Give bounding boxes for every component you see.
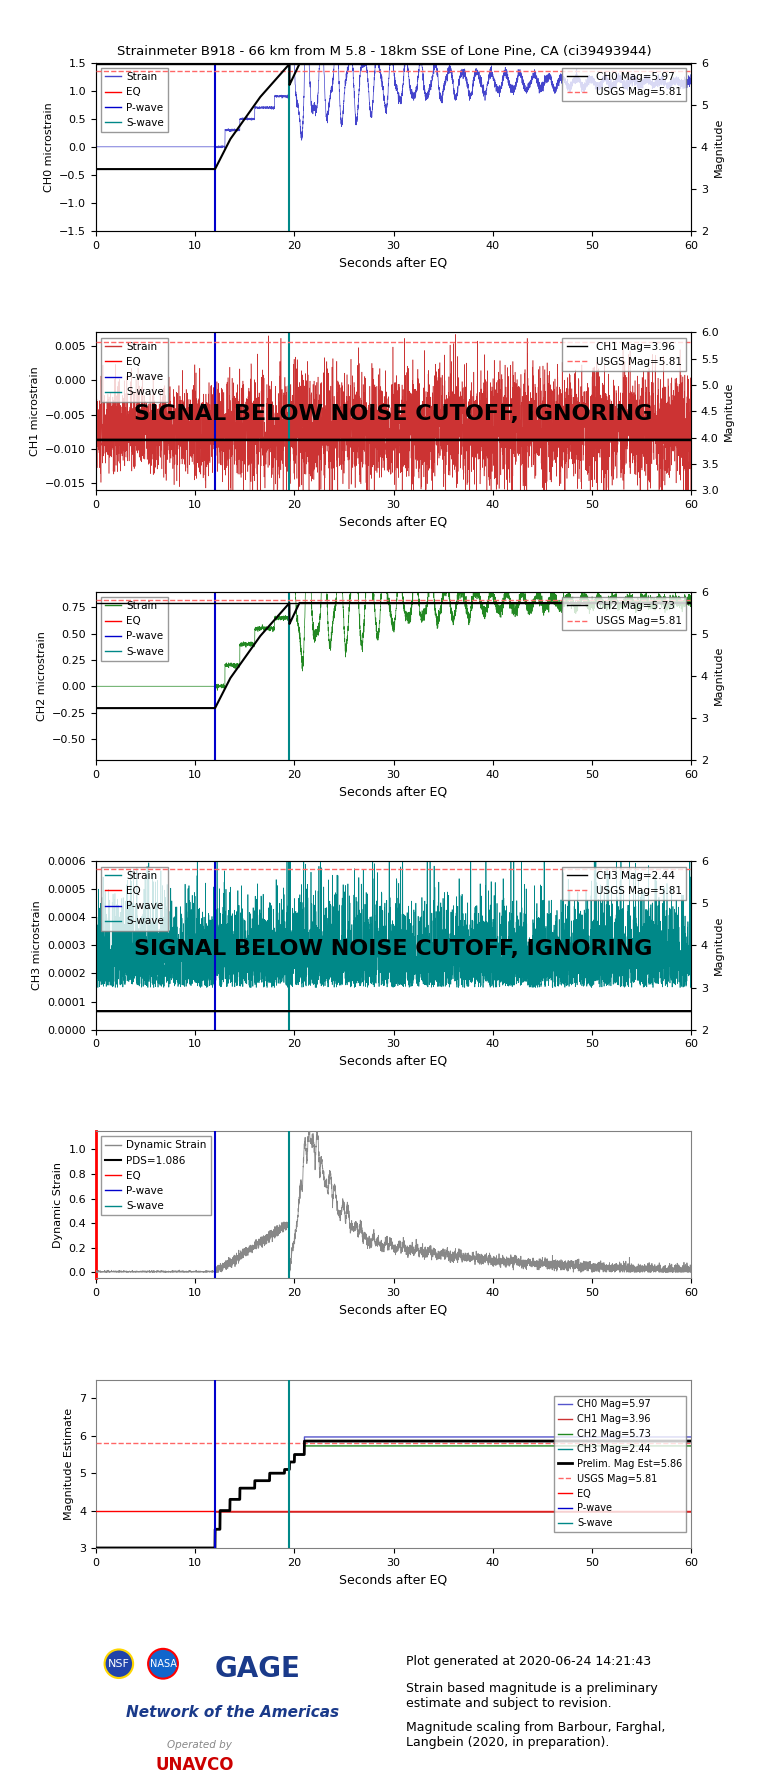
Y-axis label: Magnitude: Magnitude (713, 916, 723, 975)
Legend: CH1 Mag=3.96, USGS Mag=5.81: CH1 Mag=3.96, USGS Mag=5.81 (562, 337, 686, 371)
X-axis label: Seconds after EQ: Seconds after EQ (339, 785, 448, 797)
Text: Operated by: Operated by (167, 1740, 232, 1749)
Y-axis label: Magnitude: Magnitude (724, 382, 734, 441)
Text: GAGE: GAGE (215, 1656, 301, 1683)
Legend: Dynamic Strain, PDS=1.086, EQ, P-wave, S-wave: Dynamic Strain, PDS=1.086, EQ, P-wave, S… (101, 1136, 210, 1215)
X-axis label: Seconds after EQ: Seconds after EQ (339, 1303, 448, 1317)
Legend: Strain, EQ, P-wave, S-wave: Strain, EQ, P-wave, S-wave (101, 337, 168, 401)
X-axis label: Seconds after EQ: Seconds after EQ (339, 256, 448, 269)
Text: SIGNAL BELOW NOISE CUTOFF, IGNORING: SIGNAL BELOW NOISE CUTOFF, IGNORING (134, 405, 653, 425)
Text: SIGNAL BELOW NOISE CUTOFF, IGNORING: SIGNAL BELOW NOISE CUTOFF, IGNORING (134, 939, 653, 959)
Y-axis label: CH0 microstrain: CH0 microstrain (44, 102, 54, 192)
Y-axis label: Dynamic Strain: Dynamic Strain (53, 1161, 63, 1247)
Text: Plot generated at 2020-06-24 14:21:43: Plot generated at 2020-06-24 14:21:43 (406, 1656, 650, 1668)
Text: Strainmeter B918 - 66 km from M 5.8 - 18km SSE of Lone Pine, CA (ci39493944): Strainmeter B918 - 66 km from M 5.8 - 18… (117, 45, 651, 57)
Text: Network of the Americas: Network of the Americas (126, 1704, 339, 1720)
X-axis label: Seconds after EQ: Seconds after EQ (339, 516, 448, 529)
Legend: CH2 Mag=5.73, USGS Mag=5.81: CH2 Mag=5.73, USGS Mag=5.81 (562, 597, 686, 631)
Text: Strain based magnitude is a preliminary
estimate and subject to revision.: Strain based magnitude is a preliminary … (406, 1683, 657, 1710)
Text: UNAVCO: UNAVCO (155, 1756, 234, 1774)
Legend: CH0 Mag=5.97, USGS Mag=5.81: CH0 Mag=5.97, USGS Mag=5.81 (562, 68, 686, 102)
Y-axis label: CH1 microstrain: CH1 microstrain (30, 366, 40, 457)
X-axis label: Seconds after EQ: Seconds after EQ (339, 1055, 448, 1068)
Text: Magnitude scaling from Barbour, Farghal,
Langbein (2020, in preparation).: Magnitude scaling from Barbour, Farghal,… (406, 1720, 665, 1749)
Y-axis label: Magnitude Estimate: Magnitude Estimate (64, 1409, 74, 1520)
Legend: Strain, EQ, P-wave, S-wave: Strain, EQ, P-wave, S-wave (101, 597, 168, 661)
Legend: Strain, EQ, P-wave, S-wave: Strain, EQ, P-wave, S-wave (101, 68, 168, 133)
Legend: CH0 Mag=5.97, CH1 Mag=3.96, CH2 Mag=5.73, CH3 Mag=2.44, Prelim. Mag Est=5.86, US: CH0 Mag=5.97, CH1 Mag=3.96, CH2 Mag=5.73… (554, 1396, 687, 1532)
Text: NSF: NSF (108, 1659, 130, 1668)
Y-axis label: CH3 microstrain: CH3 microstrain (32, 901, 42, 991)
Y-axis label: CH2 microstrain: CH2 microstrain (37, 631, 47, 720)
X-axis label: Seconds after EQ: Seconds after EQ (339, 1573, 448, 1586)
Text: NASA: NASA (150, 1659, 177, 1668)
Y-axis label: Magnitude: Magnitude (713, 647, 723, 706)
Legend: CH3 Mag=2.44, USGS Mag=5.81: CH3 Mag=2.44, USGS Mag=5.81 (562, 867, 686, 900)
Y-axis label: Magnitude: Magnitude (713, 116, 723, 176)
Legend: Strain, EQ, P-wave, S-wave: Strain, EQ, P-wave, S-wave (101, 867, 168, 930)
